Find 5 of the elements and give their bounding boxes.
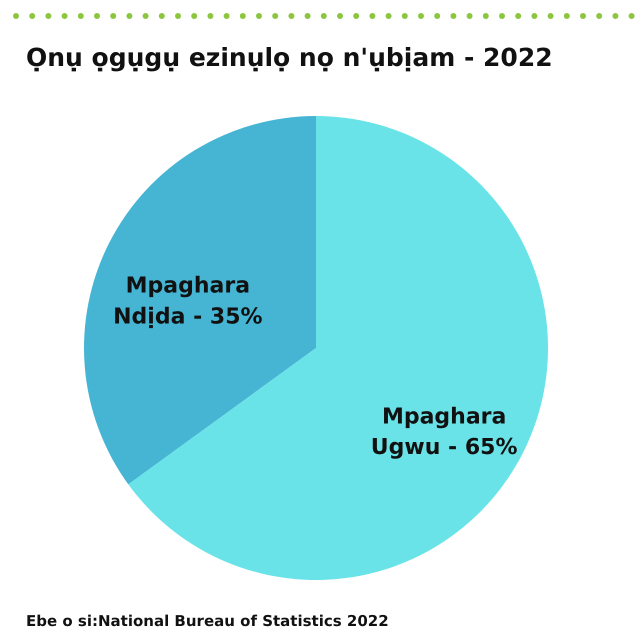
slice-label: Mpaghara Ndịda - 35% (113, 274, 263, 330)
text: Ebe o si:National Bureau of Statistics 2022 (26, 612, 389, 630)
slice-label: Mpaghara Ugwu - 65% (370, 404, 518, 460)
pie-slice (84, 116, 316, 484)
chart-title: Ọnụ ọgụgụ ezinụlọ nọ n'ụbịam - 2022 (26, 43, 553, 72)
